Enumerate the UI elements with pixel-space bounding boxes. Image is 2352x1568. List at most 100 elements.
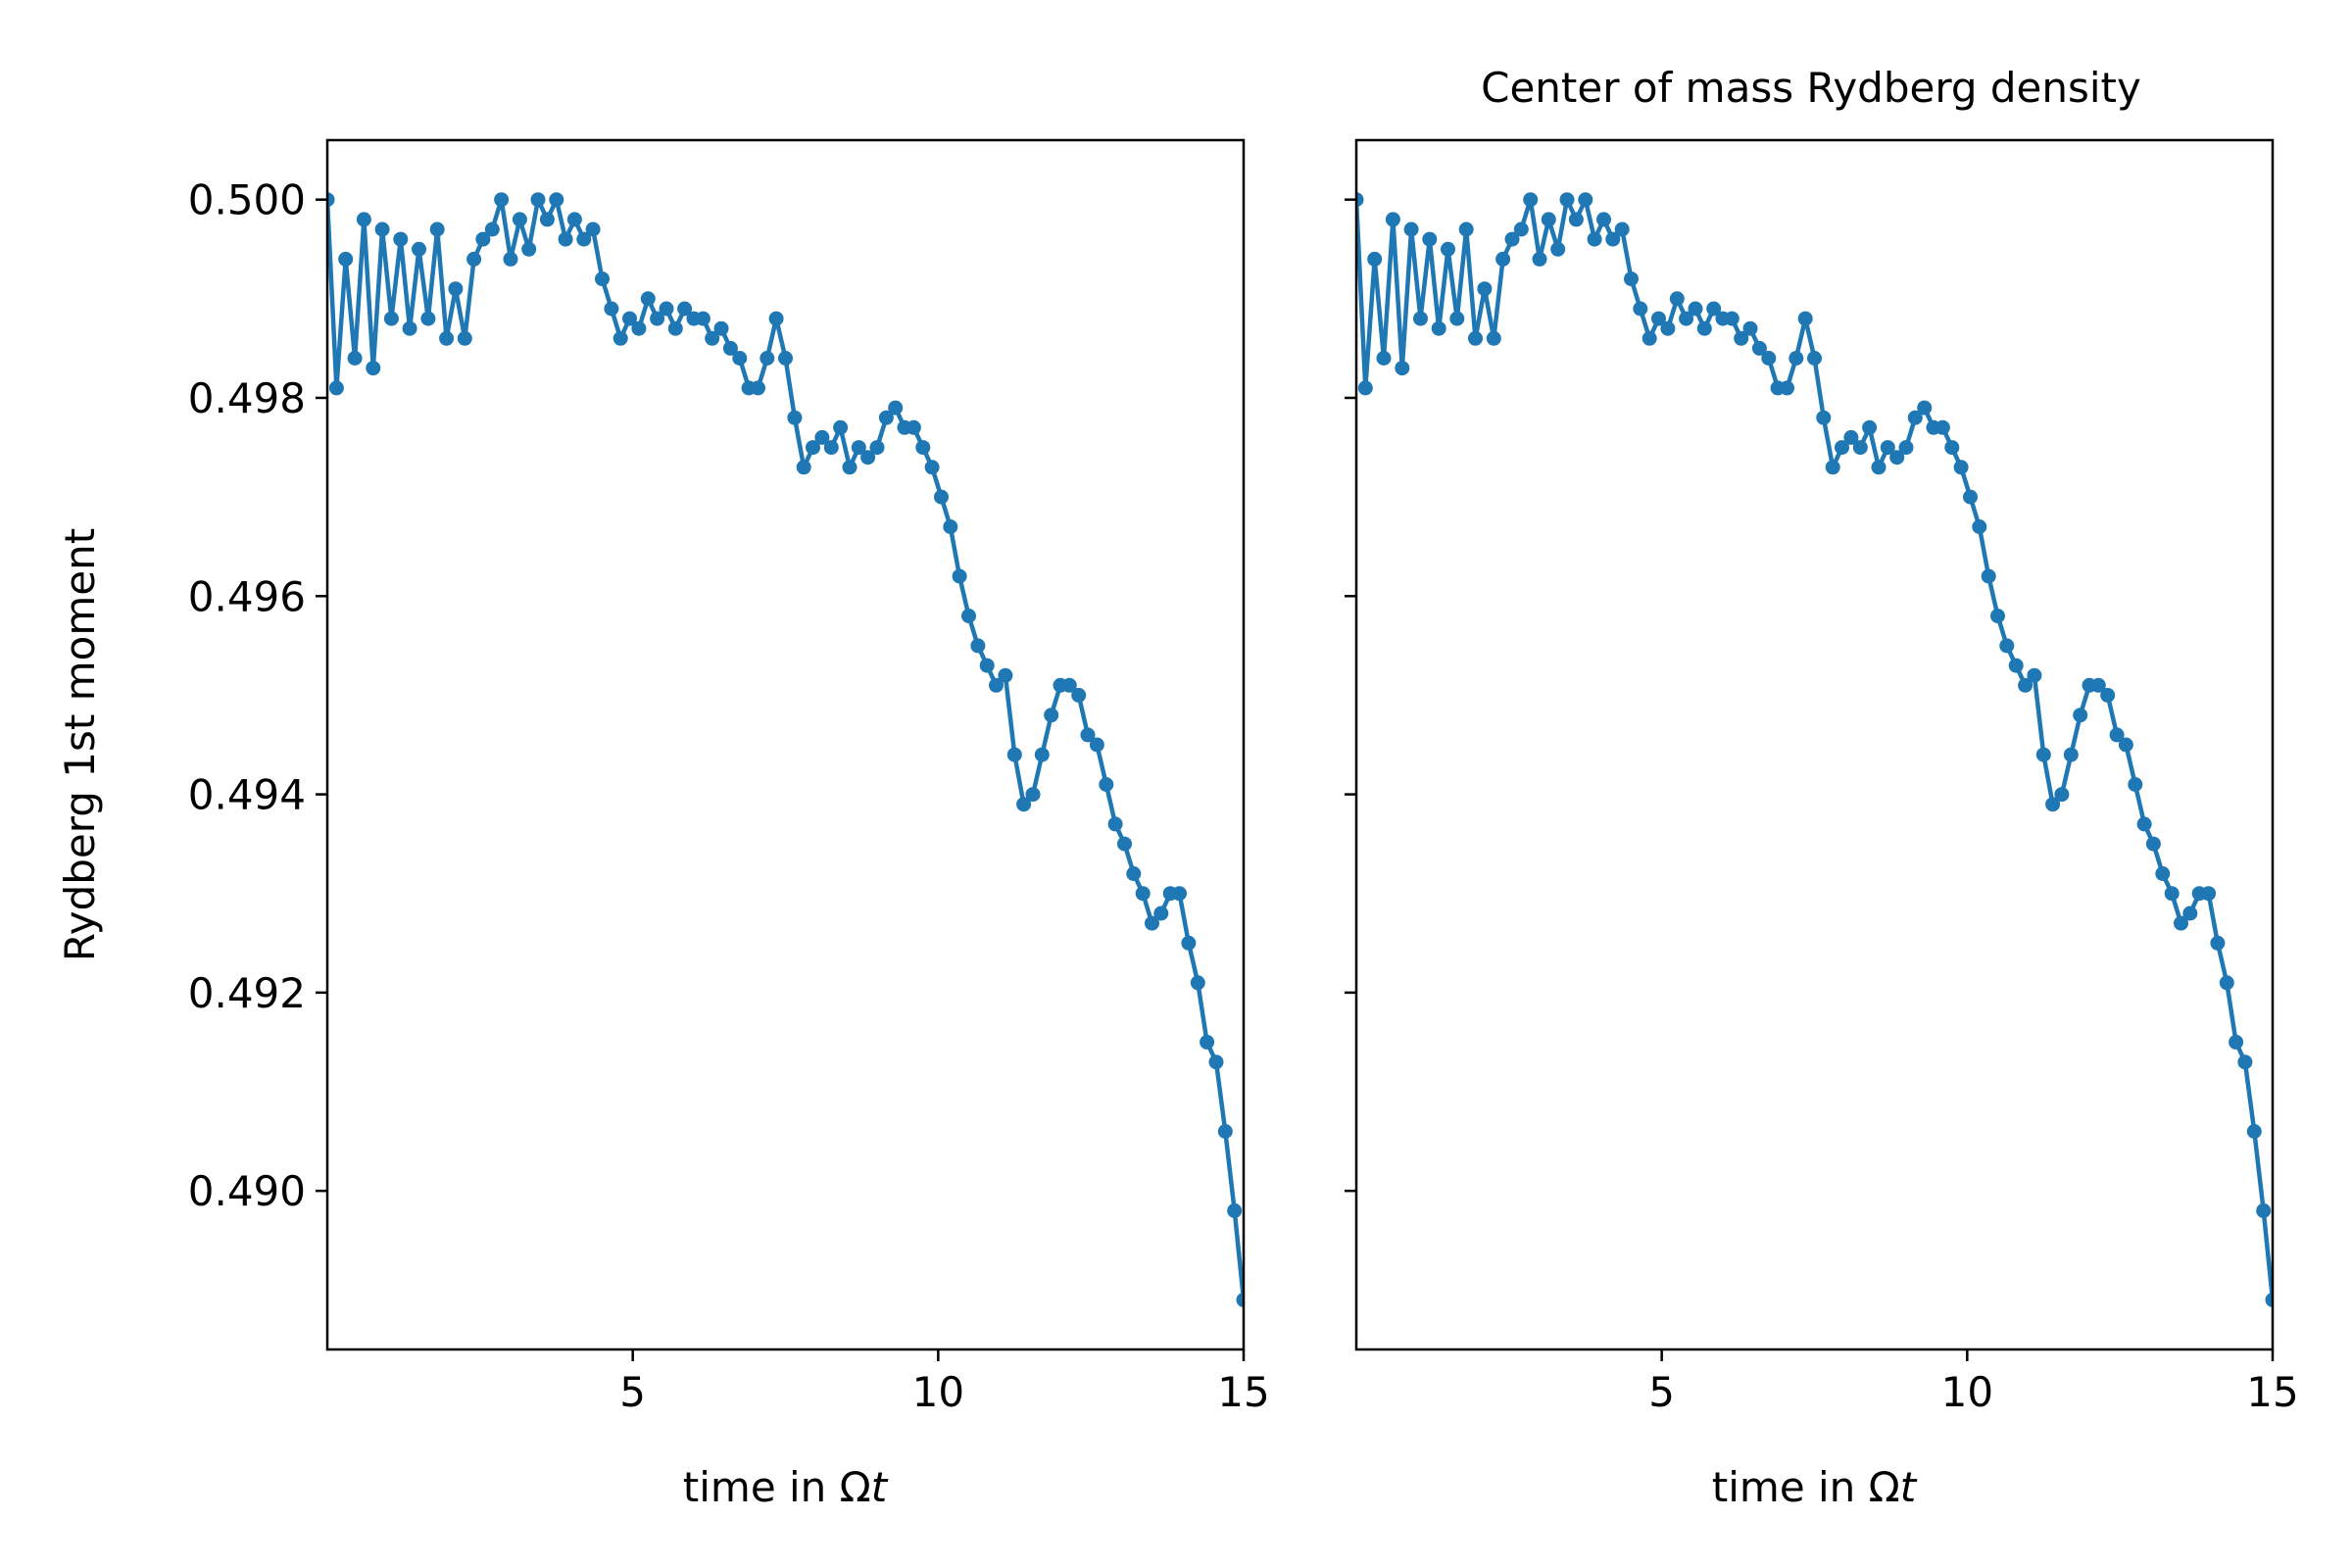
right-data-point — [1486, 330, 1501, 346]
left-y-tick-label: 0.500 — [188, 176, 306, 224]
left-data-point — [915, 440, 931, 456]
right-data-point — [1550, 241, 1566, 257]
right-data-point — [1953, 460, 1969, 475]
right-data-point — [1807, 351, 1822, 366]
figure-title: Center of mass Rydberg density — [1481, 64, 2141, 112]
left-data-point — [1025, 787, 1041, 803]
left-data-point — [1034, 747, 1050, 762]
left-data-point — [833, 419, 849, 435]
right-data-point — [1449, 311, 1465, 326]
left-axes-frame — [325, 138, 1246, 1351]
left-data-point — [1135, 886, 1151, 902]
left-data-point — [393, 231, 409, 247]
left-y-axis-label: Rydberg 1st moment — [56, 528, 104, 961]
right-data-point — [1395, 361, 1410, 376]
right-data-point — [1852, 440, 1868, 456]
right-data-point — [2035, 747, 2051, 762]
left-data-point — [943, 519, 958, 534]
right-x-ticks: 5 10 15 — [1648, 1349, 2299, 1416]
right-data-point — [1871, 460, 1886, 475]
left-data-point — [484, 221, 500, 237]
right-data-point — [1633, 301, 1648, 317]
right-data-point — [1917, 400, 1933, 416]
right-data-point — [1504, 231, 1520, 247]
right-data-point — [2128, 777, 2143, 792]
left-data-point — [1236, 1292, 1244, 1307]
right-data-point — [1907, 410, 1923, 425]
left-data-point — [768, 311, 784, 326]
right-data-point — [1477, 281, 1493, 297]
right-data-point — [2210, 935, 2226, 951]
right-data-point — [1797, 311, 1813, 326]
right-data-point — [1559, 192, 1575, 208]
left-data-point — [1107, 816, 1123, 832]
left-data-point — [989, 677, 1004, 693]
right-data-point — [1889, 450, 1905, 466]
right-data-point — [1935, 419, 1950, 435]
right-data-point — [2118, 737, 2133, 753]
left-data-point — [521, 241, 537, 257]
left-data-point — [667, 320, 683, 336]
right-x-axis-label-prefix: time in Ω — [1712, 1463, 1900, 1511]
left-data-point — [760, 351, 775, 366]
left-data-point — [328, 380, 344, 396]
right-data-point — [1422, 231, 1438, 247]
left-data-point — [366, 361, 381, 376]
left-y-tick-label: 0.490 — [188, 1167, 306, 1215]
left-data-point — [705, 330, 720, 346]
right-data-point — [1780, 380, 1794, 396]
right-x-tick-label: 10 — [1941, 1368, 1993, 1416]
left-data-point — [429, 221, 445, 237]
right-data-point — [2027, 667, 2042, 683]
left-data-point — [952, 568, 967, 584]
right-data-point — [2182, 906, 2198, 921]
right-data-point — [1614, 221, 1630, 237]
left-data-point — [539, 212, 555, 227]
left-data-point — [595, 271, 610, 287]
right-data-point — [1596, 212, 1611, 227]
right-data-point — [1413, 311, 1428, 326]
right-data-point — [2229, 1034, 2244, 1050]
right-data-point — [2164, 886, 2180, 902]
left-data-point — [851, 440, 866, 456]
left-x-tick-label: 10 — [912, 1368, 964, 1416]
left-data-point — [979, 658, 995, 673]
right-data-point — [1532, 251, 1547, 267]
right-data-point — [2054, 787, 2070, 803]
left-data-point — [1126, 866, 1142, 881]
left-data-point — [612, 330, 628, 346]
right-data-point — [1999, 638, 2015, 654]
left-data-point — [585, 221, 601, 237]
left-data-point — [448, 281, 464, 297]
right-data-point — [1761, 351, 1777, 366]
right-axes-frame — [1354, 138, 2275, 1351]
right-data-point — [1541, 212, 1556, 227]
left-x-axis-label: time in Ωt — [683, 1463, 889, 1511]
left-data-point — [1099, 777, 1114, 792]
left-y-tick-label: 0.494 — [188, 771, 306, 819]
left-y-ticks: 0.490 0.492 0.494 0.496 0.498 0.500 — [188, 176, 327, 1215]
left-data-point — [1200, 1034, 1215, 1050]
left-data-point — [934, 489, 949, 505]
right-data-point — [2008, 658, 2024, 673]
right-data-point — [1660, 320, 1676, 336]
left-x-ticks: 5 10 15 — [619, 1349, 1270, 1416]
right-data-point — [1862, 419, 1878, 435]
left-data-point — [374, 221, 390, 237]
left-data-point — [512, 212, 527, 227]
right-subplot: 5 10 15 time in Ωt — [1345, 138, 2299, 1511]
right-data-point — [1495, 251, 1511, 267]
right-data-point — [2155, 866, 2171, 881]
left-x-axis-label-variable: t — [871, 1463, 889, 1511]
left-data-point — [878, 410, 894, 425]
right-data-point — [2201, 886, 2217, 902]
right-data-point — [1696, 320, 1712, 336]
left-data-point — [439, 330, 455, 346]
right-data-point — [1990, 609, 2005, 623]
left-subplot: 5 10 15 0.490 0.492 0.494 0.496 0.498 0.500 tim… — [56, 138, 1270, 1511]
right-data-point — [2246, 1124, 2262, 1139]
right-data-point — [1431, 320, 1446, 336]
right-data-point — [2237, 1054, 2253, 1070]
right-data-point — [2109, 727, 2125, 743]
